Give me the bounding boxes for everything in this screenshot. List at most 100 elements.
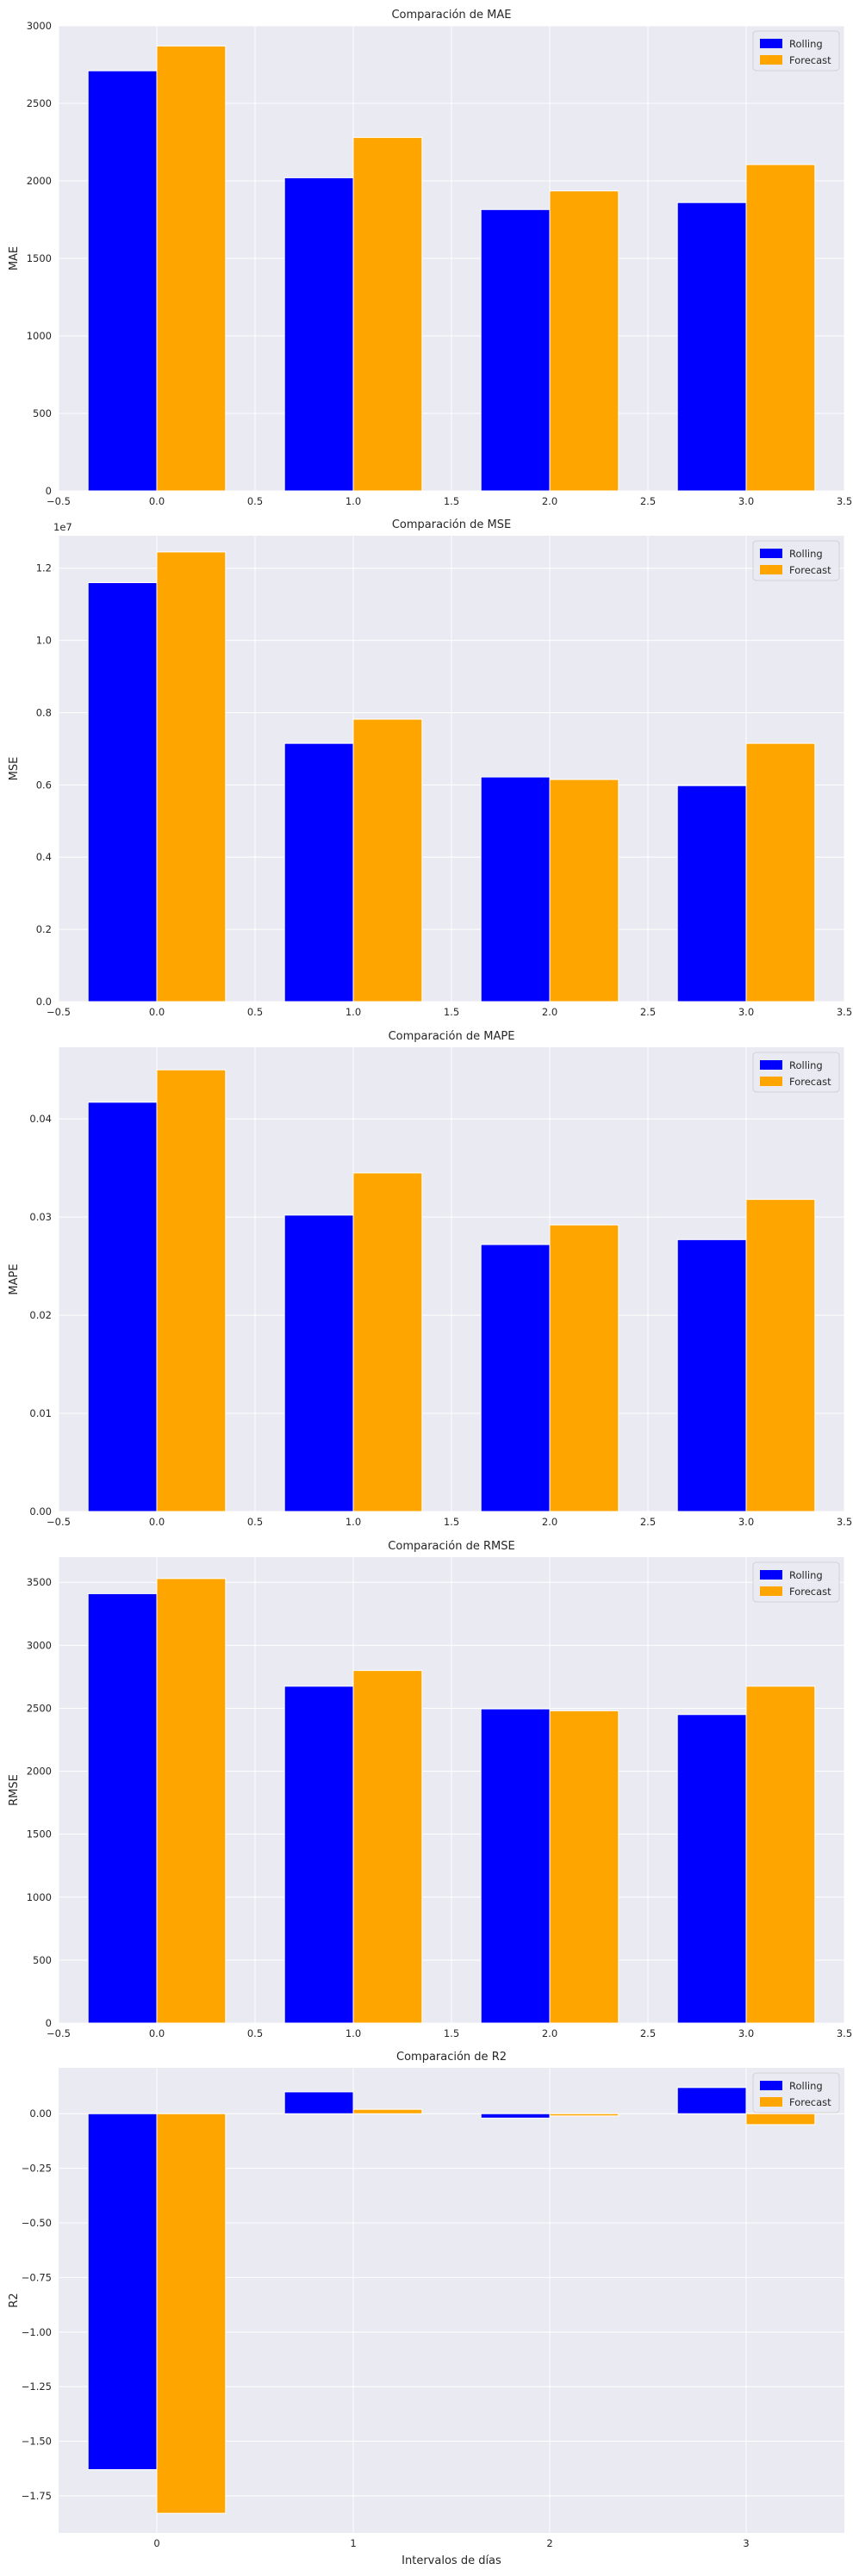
chart-title: Comparación de MAPE bbox=[389, 1030, 515, 1043]
y-tick-label: 0 bbox=[46, 2017, 52, 2029]
legend-swatch-rolling bbox=[760, 549, 782, 558]
y-tick-label: 1500 bbox=[27, 1828, 52, 1840]
chart-title: Comparación de MAE bbox=[391, 9, 511, 22]
bar-forecast-3 bbox=[745, 2113, 816, 2126]
bar-forecast-2 bbox=[549, 190, 620, 492]
x-tick-label: 0.0 bbox=[149, 2027, 165, 2039]
legend-label: Forecast bbox=[789, 564, 831, 576]
chart-title: Comparación de R2 bbox=[396, 2051, 507, 2064]
bar-forecast-3 bbox=[745, 164, 816, 492]
x-tick-label: 3.0 bbox=[738, 1516, 754, 1528]
y-tick-label: 2500 bbox=[27, 97, 52, 109]
legend-swatch-rolling bbox=[760, 39, 782, 48]
bar-forecast-3 bbox=[745, 742, 816, 1002]
x-tick-label: 0.5 bbox=[247, 2027, 263, 2039]
x-tick-label: 0.0 bbox=[149, 1006, 165, 1018]
bar-forecast-1 bbox=[352, 1670, 423, 2024]
x-tick-label: 2 bbox=[546, 2537, 552, 2549]
y-tick-label: 0.4 bbox=[36, 851, 52, 863]
x-tick-label: 2.5 bbox=[640, 1006, 656, 1018]
y-tick-label: 2000 bbox=[27, 175, 52, 187]
legend-label: Forecast bbox=[789, 1586, 831, 1598]
x-tick-label: 1.5 bbox=[444, 1516, 459, 1528]
bar-rolling-3 bbox=[676, 2087, 747, 2114]
bar-forecast-0 bbox=[156, 2113, 227, 2514]
y-tick-label: 2500 bbox=[27, 1702, 52, 1714]
y-axis-label: RMSE bbox=[8, 1774, 21, 1806]
y-offset-label: 1e7 bbox=[53, 521, 72, 533]
y-tick-label: 0.0 bbox=[36, 996, 52, 1008]
y-tick-label: 0.04 bbox=[29, 1113, 52, 1125]
chart-panel-3: −0.5 0.0 0.5 1.0 1.5 2.0 2.5 3.0 3.5 0.00 0.01 0.02… bbox=[8, 1030, 852, 1528]
y-axis-label: MAE bbox=[8, 246, 21, 270]
bar-rolling-1 bbox=[283, 742, 354, 1002]
legend-swatch-rolling bbox=[760, 1570, 782, 1580]
y-axis-label: MSE bbox=[8, 757, 21, 781]
x-tick-label: 1.5 bbox=[444, 2027, 459, 2039]
y-tick-label: −1.00 bbox=[22, 2326, 52, 2338]
y-axis-label: R2 bbox=[8, 2293, 21, 2307]
legend: Rolling Forecast bbox=[752, 1561, 840, 1603]
legend-label: Rolling bbox=[789, 2080, 823, 2092]
bar-rolling-0 bbox=[87, 582, 158, 1002]
bar-rolling-2 bbox=[480, 208, 551, 492]
y-tick-label: 1.2 bbox=[36, 562, 52, 574]
legend-swatch-forecast bbox=[760, 2097, 782, 2107]
bar-forecast-3 bbox=[745, 1685, 816, 2024]
bar-rolling-2 bbox=[480, 776, 551, 1002]
y-tick-label: 1.0 bbox=[36, 635, 52, 647]
x-tick-label: 0.5 bbox=[247, 1006, 263, 1018]
y-tick-label: −1.75 bbox=[22, 2490, 52, 2502]
legend-swatch-rolling bbox=[760, 1060, 782, 1070]
bar-rolling-1 bbox=[283, 2091, 354, 2114]
legend-swatch-rolling bbox=[760, 2081, 782, 2090]
bar-rolling-1 bbox=[283, 177, 354, 492]
x-tick-label: 1.0 bbox=[346, 1006, 361, 1018]
x-tick-label: 2.5 bbox=[640, 1516, 656, 1528]
x-tick-label: 2.0 bbox=[542, 495, 557, 507]
x-tick-label: 0.0 bbox=[149, 1516, 165, 1528]
x-tick-label: −0.5 bbox=[47, 495, 71, 507]
legend-swatch-forecast bbox=[760, 565, 782, 574]
legend-label: Rolling bbox=[789, 1059, 823, 1071]
x-tick-label: 2.5 bbox=[640, 2027, 656, 2039]
y-tick-label: 0.00 bbox=[29, 1505, 52, 1518]
bar-rolling-3 bbox=[676, 1714, 747, 2024]
x-tick-label: 2.0 bbox=[542, 1516, 557, 1528]
bar-forecast-2 bbox=[549, 2113, 620, 2117]
y-tick-label: 1000 bbox=[27, 1891, 52, 1903]
bar-forecast-1 bbox=[352, 137, 423, 492]
y-tick-label: 1000 bbox=[27, 330, 52, 342]
y-tick-label: 0.02 bbox=[29, 1309, 52, 1321]
x-tick-label: 3.5 bbox=[837, 495, 852, 507]
x-tick-label: 1.0 bbox=[346, 495, 361, 507]
x-tick-label: 1 bbox=[350, 2537, 356, 2549]
x-tick-label: −0.5 bbox=[47, 1516, 71, 1528]
bar-rolling-3 bbox=[676, 785, 747, 1002]
x-tick-label: 0.0 bbox=[149, 495, 165, 507]
bar-forecast-3 bbox=[745, 1199, 816, 1512]
y-tick-label: 0.00 bbox=[29, 2107, 52, 2120]
chart-panel-4: −0.5 0.0 0.5 1.0 1.5 2.0 2.5 3.0 3.5 0 500 1000 1500… bbox=[8, 1540, 852, 2039]
y-tick-label: 0 bbox=[46, 485, 52, 497]
y-tick-label: −0.75 bbox=[22, 2271, 52, 2283]
bar-forecast-0 bbox=[156, 45, 227, 492]
legend-label: Forecast bbox=[789, 1076, 831, 1088]
y-tick-label: 2000 bbox=[27, 1766, 52, 1778]
chart-panel-5: 0 1 2 3 0.00 −0.25 −0.50 −0.75 −1.00 −1.25 −1.50 −1… bbox=[8, 2051, 844, 2567]
bar-rolling-2 bbox=[480, 1244, 551, 1512]
legend: Rolling Forecast bbox=[752, 1052, 840, 1093]
x-tick-label: 3.0 bbox=[738, 1006, 754, 1018]
x-tick-label: 0 bbox=[153, 2537, 159, 2549]
y-tick-label: 1500 bbox=[27, 252, 52, 264]
legend-label: Rolling bbox=[789, 1569, 823, 1581]
x-tick-label: 2.0 bbox=[542, 1006, 557, 1018]
x-tick-label: −0.5 bbox=[47, 2027, 71, 2039]
legend-label: Forecast bbox=[789, 2096, 831, 2108]
bar-rolling-0 bbox=[87, 1592, 158, 2024]
x-tick-label: 3.0 bbox=[738, 2027, 754, 2039]
bar-rolling-2 bbox=[480, 2113, 551, 2119]
bar-forecast-0 bbox=[156, 1578, 227, 2024]
y-axis-label: MAPE bbox=[8, 1263, 21, 1294]
x-tick-label: 3.0 bbox=[738, 495, 754, 507]
